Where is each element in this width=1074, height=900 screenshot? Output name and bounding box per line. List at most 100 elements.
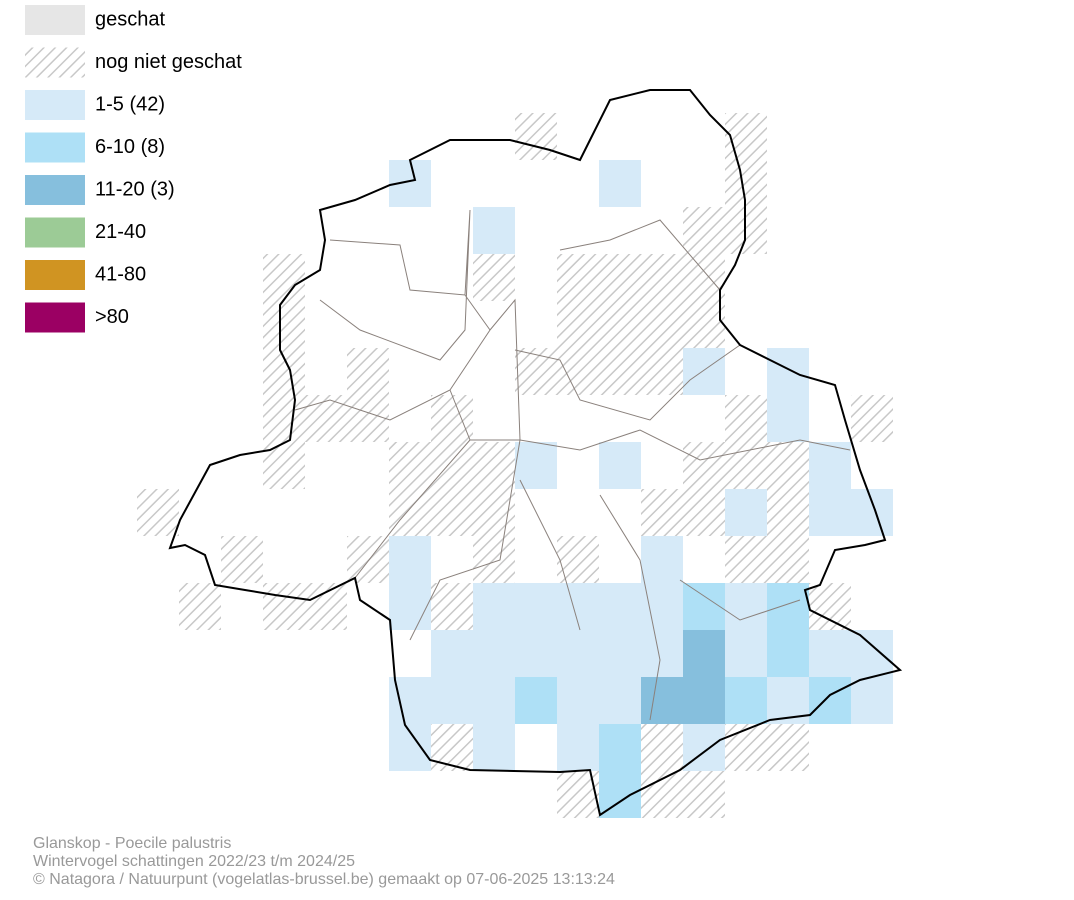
grid-cell [851,395,893,442]
grid-cell [473,207,515,254]
legend: geschat nog niet geschat 1-5 (42) 6-10 (8) 1… [25,5,242,333]
grid-cell [179,583,221,630]
grid-cell [809,489,851,536]
grid-cell [683,771,725,818]
grid-cell [767,489,809,536]
grid-cell [557,536,599,583]
grid-cell [851,630,893,677]
grid-cell [725,677,767,724]
grid-cell [683,489,725,536]
grid-cell [305,395,347,442]
grid-cell [557,348,599,395]
grid-cell [683,677,725,724]
grid-cell [389,489,431,536]
grid-cell [599,442,641,489]
grid-cell [809,442,851,489]
grid-cell [683,254,725,301]
grid-cell [263,254,305,301]
grid-cell [515,630,557,677]
grid-cell [473,536,515,583]
legend-label: 41-80 [95,263,146,285]
grid-cell [851,489,893,536]
grid-cell [473,724,515,771]
legend-label: >80 [95,306,129,328]
grid-cell [431,583,473,630]
legend-label: geschat [95,8,165,30]
footer-line: Wintervogel schattingen 2022/23 t/m 2024… [33,853,355,870]
grid-cell [809,630,851,677]
grid-cell [767,442,809,489]
grid-cell [641,348,683,395]
grid-cell [557,630,599,677]
grid-cell [725,113,767,160]
grid-cell [641,301,683,348]
grid-cell [347,395,389,442]
grid-cell [725,395,767,442]
grid-cell [557,254,599,301]
legend-label: nog niet geschat [95,51,242,73]
grid-cell [767,724,809,771]
grid-cell [515,583,557,630]
grid-cell [767,395,809,442]
grid-cell [473,583,515,630]
legend-swatch [25,260,85,290]
legend-swatch [25,217,85,248]
region-border [168,89,903,817]
grid-cell [431,724,473,771]
grid-cell [599,348,641,395]
grid-cell [641,254,683,301]
grid-cell [599,677,641,724]
grid-cell [263,301,305,348]
grid-cell [683,207,725,254]
grid-cell [389,583,431,630]
grid-cell [431,395,473,442]
legend-swatch [25,47,85,78]
grid-cell [599,160,641,207]
grid-cell [809,583,851,630]
legend-swatch [25,175,85,205]
grid-cell [389,442,431,489]
grid-cell [725,442,767,489]
legend-swatch [25,5,85,35]
legend-label: 11-20 (3) [95,178,175,200]
grid-cell [683,442,725,489]
grid-cell [725,489,767,536]
grid-cell [767,583,809,630]
grid-cell [725,724,767,771]
grid-cell [515,442,557,489]
grid-cell [683,630,725,677]
grid-cell [599,254,641,301]
legend-label: 6-10 (8) [95,136,165,158]
grid-cell [263,583,305,630]
municipality-lines [294,209,851,721]
legend-swatch [25,90,85,120]
grid-cell [515,348,557,395]
grid-cell [599,724,641,771]
grid-cell [347,348,389,395]
grid-cell [263,442,305,489]
grid-cell [683,348,725,395]
grid-cell [809,677,851,724]
grid-cell [263,348,305,395]
legend-label: 1-5 (42) [95,93,165,115]
grid-cell [557,301,599,348]
grid-cell [725,583,767,630]
footer: Glanskop - Poecile palustrisWintervogel … [33,835,615,888]
grid-cell [515,677,557,724]
grid-cell [431,630,473,677]
grid-cell [641,583,683,630]
grid-cell [725,536,767,583]
grid-cell [767,630,809,677]
grid-cell [473,442,515,489]
grid-cell [263,395,305,442]
grid-cell [641,536,683,583]
grid-cell [641,724,683,771]
grid-cells [137,113,893,818]
grid-cell [473,489,515,536]
grid-cell [683,301,725,348]
grid-cell [221,536,263,583]
grid-cell [683,583,725,630]
grid-cell [389,536,431,583]
